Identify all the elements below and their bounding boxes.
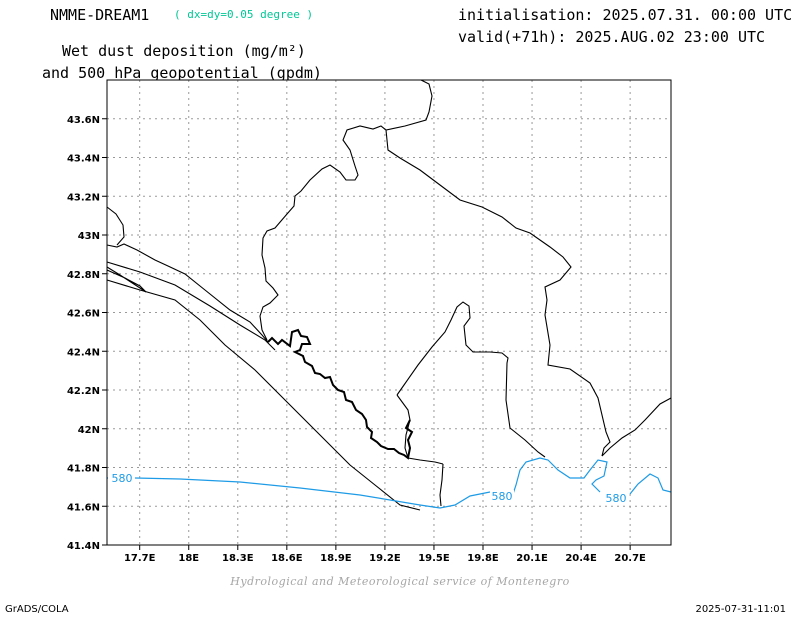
initialisation-time: initialisation: 2025.07.31. 00:00 UTC — [458, 6, 793, 24]
albania-coast — [407, 457, 444, 465]
x-tick-label: 19.5E — [418, 553, 450, 564]
plot-frame — [106, 79, 672, 546]
coast-croatia-1 — [106, 243, 269, 343]
map-title-line1: Wet dust deposition (mg/m²) — [62, 42, 306, 60]
border-albania-macedonia — [601, 397, 672, 457]
contour-580-east — [629, 473, 672, 495]
contour-label-bg — [110, 472, 134, 485]
country-borders — [106, 79, 672, 511]
y-tick-label: 43N — [78, 231, 100, 242]
credit-text: Hydrological and Meteorological service … — [230, 575, 570, 588]
y-tick-label: 43.6N — [67, 115, 100, 126]
x-tick-label: 19.2E — [369, 553, 401, 564]
x-tick-label: 20.7E — [614, 553, 646, 564]
x-tick-label: 17.7E — [124, 553, 156, 564]
border-bosnia-montenegro-serbia — [259, 79, 433, 341]
y-tick-label: 43.2N — [67, 192, 100, 203]
software-label: GrADS/COLA — [5, 604, 69, 615]
x-tick-label: 18.9E — [320, 553, 352, 564]
y-tick-label: 42.2N — [67, 386, 100, 397]
border-montenegro-albania — [396, 301, 546, 458]
map-title-line2: and 500 hPa geopotential (gpdm) — [42, 64, 322, 82]
model-name: NMME-DREAM1 — [50, 6, 150, 24]
italy-coast — [106, 261, 276, 351]
y-tick-label: 42N — [78, 425, 100, 436]
contour-label: 580 — [492, 490, 513, 503]
border-bosnia-croatia — [106, 206, 125, 246]
x-tick-label: 18E — [178, 553, 199, 564]
border-albania-south — [439, 463, 444, 507]
border-montenegro-albania-south — [396, 394, 411, 459]
montenegro-coastline — [267, 328, 414, 460]
contour-580-mid — [512, 457, 608, 495]
border-serbia-kosovo — [385, 129, 611, 457]
x-tick-label: 20.4E — [565, 553, 597, 564]
x-tick-label: 20.1E — [516, 553, 548, 564]
y-tick-label: 41.6N — [67, 502, 100, 513]
y-tick-label: 42.6N — [67, 309, 100, 320]
contour-label: 580 — [606, 492, 627, 505]
x-tick-label: 19.8E — [467, 553, 499, 564]
contour-label-bg — [490, 490, 514, 503]
timestamp-label: 2025-07-31-11:01 — [695, 604, 786, 615]
y-tick-label: 41.4N — [67, 541, 100, 552]
italy-coast-2 — [106, 279, 421, 511]
contour-580-main — [134, 477, 491, 509]
contour-label-bg — [604, 492, 628, 505]
x-tick-label: 18.6E — [271, 553, 303, 564]
valid-time: valid(+71h): 2025.AUG.02 23:00 UTC — [458, 28, 766, 46]
contour-label: 580 — [112, 472, 133, 485]
y-tick-label: 41.8N — [67, 464, 100, 475]
resolution-label: ( dx=dy=0.05 degree ) — [174, 8, 314, 21]
y-tick-label: 43.4N — [67, 154, 100, 165]
y-tick-label: 42.4N — [67, 347, 100, 358]
y-tick-label: 42.8N — [67, 270, 100, 281]
axis-ticks: 17.7E 18E 18.3E 18.6E 18.9E 19.2E 19.5E 19.8E 20… — [67, 115, 646, 564]
x-tick-label: 18.3E — [222, 553, 254, 564]
